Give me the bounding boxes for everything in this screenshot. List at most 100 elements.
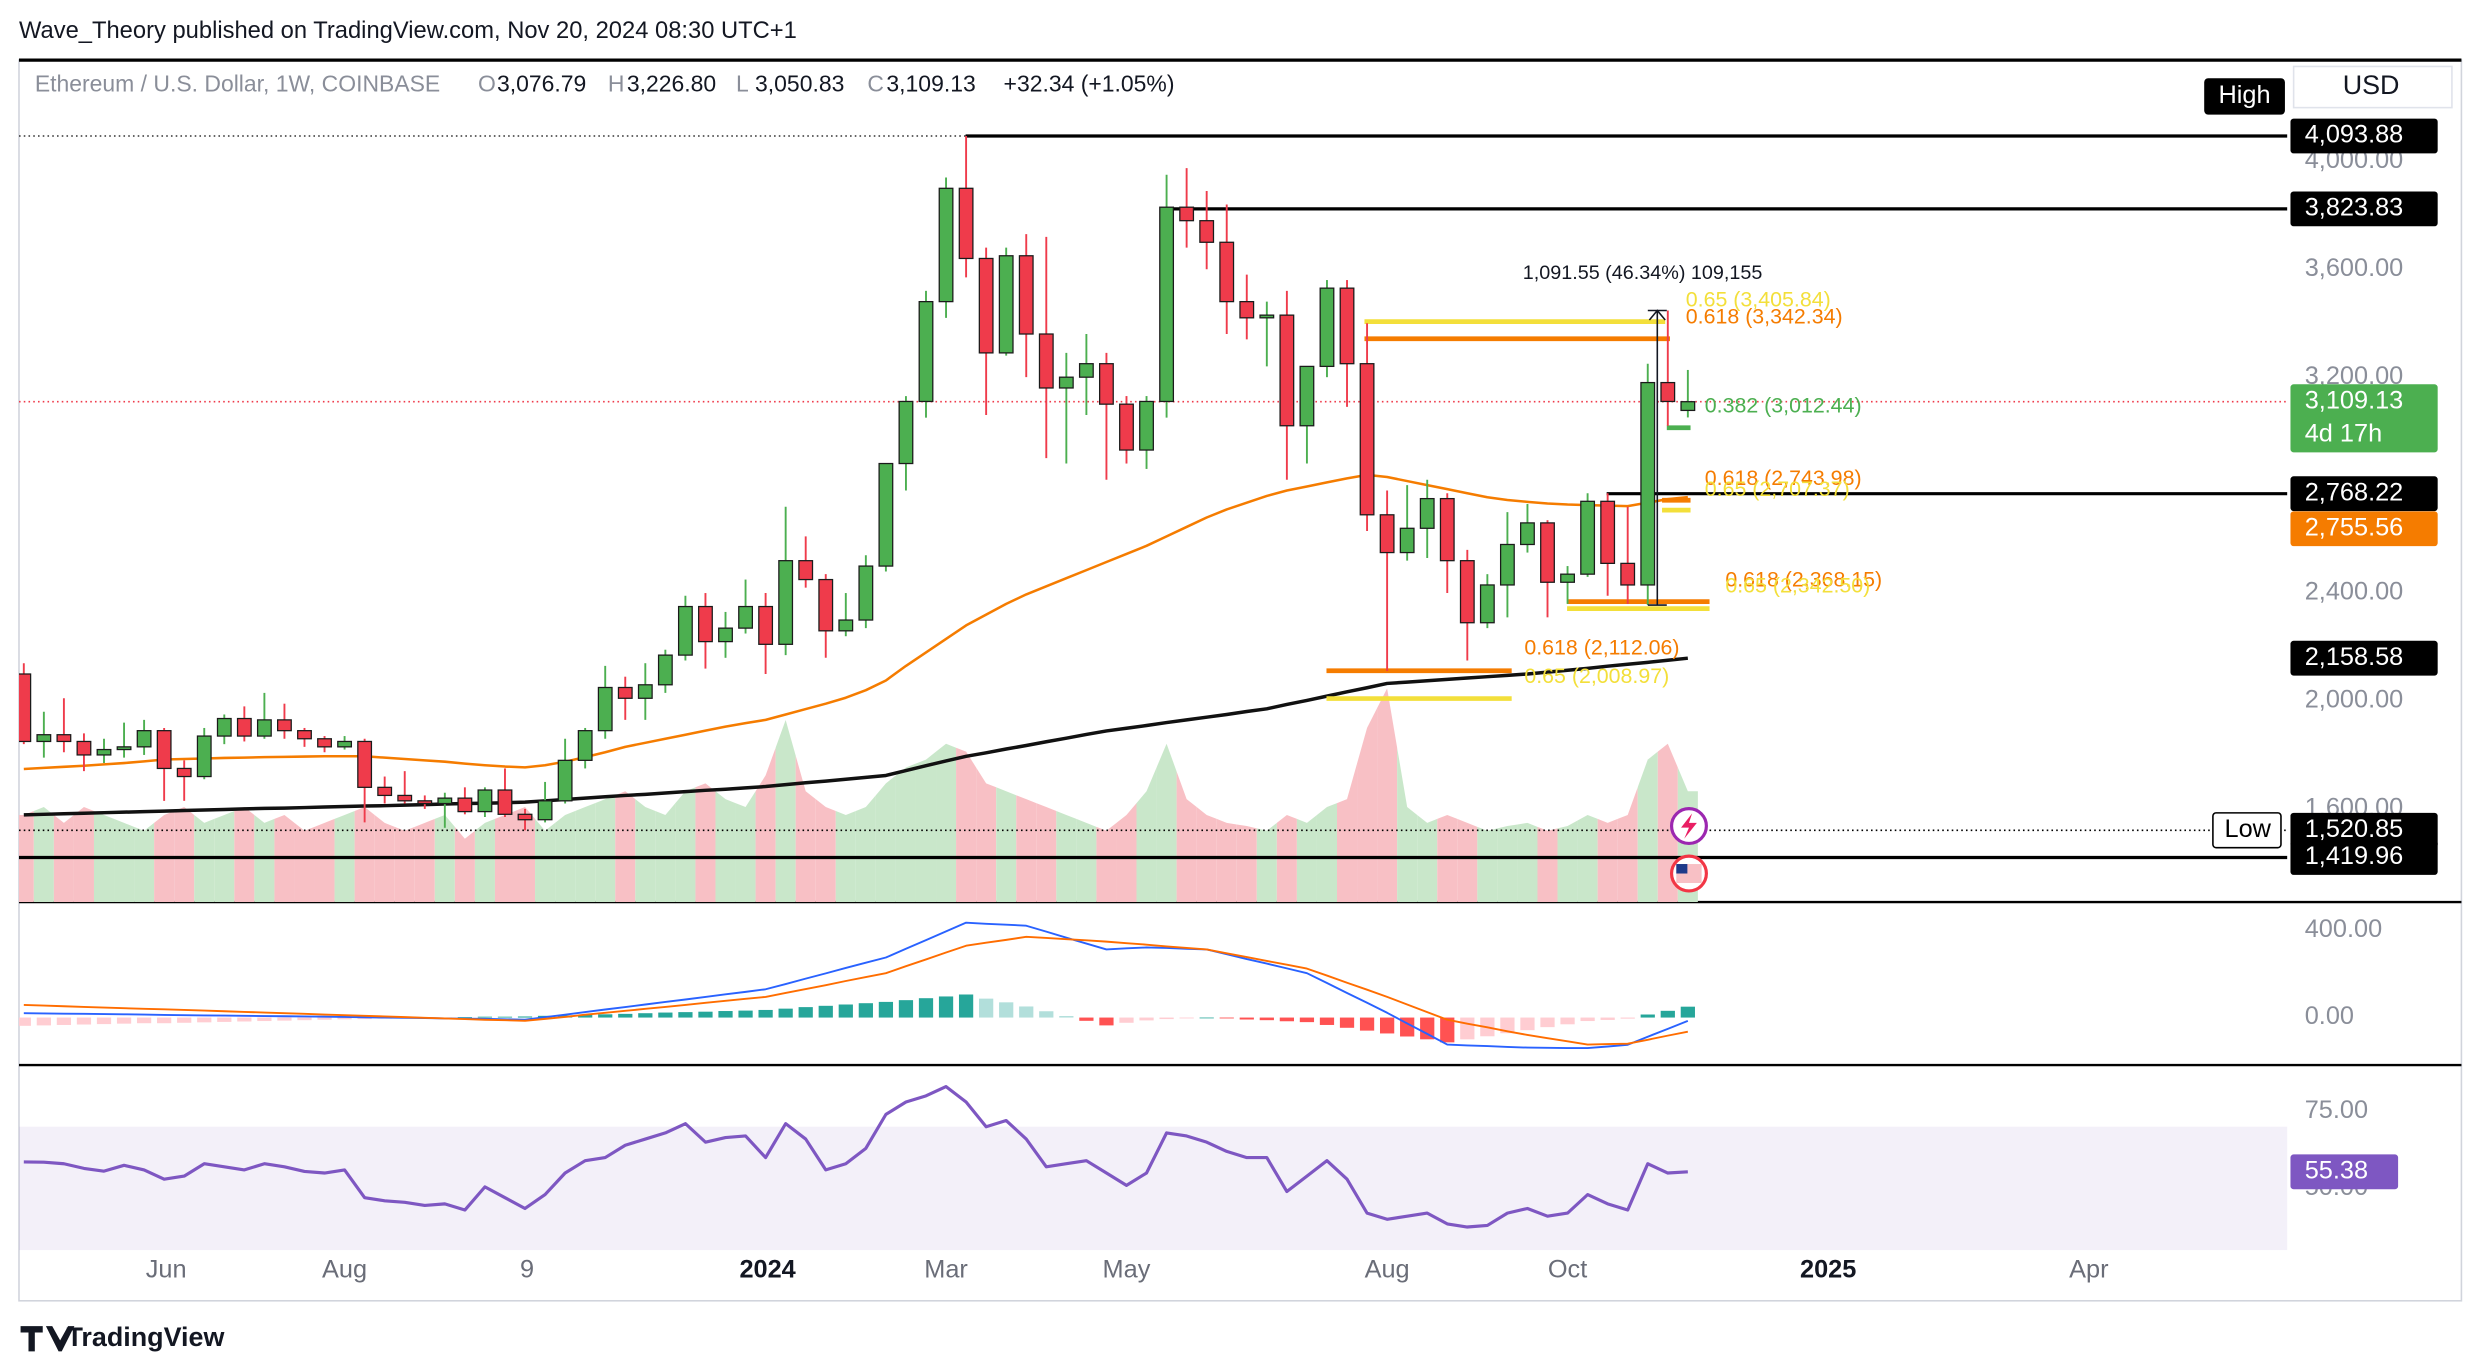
volume-area [1176, 771, 1197, 903]
macd-histogram-bar [297, 1017, 312, 1021]
volume-area [33, 807, 54, 903]
volume-area [1256, 822, 1277, 903]
tradingview-logo [20, 1326, 75, 1352]
footer-brand: TradingView [66, 1322, 224, 1352]
volume-area [915, 751, 937, 903]
macd-histogram-bar [1359, 1017, 1375, 1031]
volume-area [655, 803, 676, 903]
macd-histogram-bar [1620, 1017, 1635, 1019]
candle-body [1680, 401, 1696, 412]
level-price-box [2290, 476, 2438, 512]
volume-area [414, 818, 435, 903]
candle-body [36, 734, 52, 743]
ohlc-value: 3,076.79 [497, 71, 586, 97]
candle-body [1199, 220, 1215, 243]
volume-area [615, 791, 636, 903]
volume-area [815, 799, 836, 903]
volume-area [294, 822, 315, 903]
volume-area [1096, 822, 1117, 903]
publisher-line: Wave_Theory published on TradingView.com… [19, 18, 797, 44]
rsi-tick-label: 75.00 [2305, 1096, 2368, 1124]
macd-histogram-bar [217, 1017, 232, 1022]
macd-histogram-bar [1520, 1017, 1535, 1031]
volume-area [234, 807, 255, 903]
fib-label: 0.65 (2,342.50) [1725, 574, 1870, 598]
volume-area [1557, 820, 1578, 903]
macd-histogram-bar [878, 1001, 894, 1018]
macd-histogram-bar [1640, 1014, 1655, 1018]
candle-body [1359, 363, 1375, 516]
macd-histogram-bar [1580, 1017, 1595, 1022]
macd-histogram-bar [1239, 1017, 1254, 1020]
candle-body [1078, 363, 1094, 378]
level-price-label: 2,768.22 [2305, 478, 2404, 506]
candle-body [617, 686, 633, 699]
currency-button[interactable] [2292, 65, 2453, 109]
candle-body [417, 800, 433, 805]
x-tick-label: Aug [322, 1255, 367, 1283]
fib-label: 0.65 (3,405.84) [1686, 287, 1831, 311]
volume-area [795, 755, 816, 903]
candle-body [156, 730, 172, 770]
x-tick-label: 2025 [1800, 1255, 1856, 1283]
candle-body [1459, 560, 1475, 624]
candle-body [818, 578, 834, 632]
candle-body [637, 684, 653, 699]
candle-body [1499, 543, 1515, 586]
candle-body [918, 300, 934, 403]
volume-area [635, 799, 656, 903]
macd-histogram-bar [157, 1017, 172, 1024]
candle-body [176, 767, 192, 778]
candle-body [1640, 381, 1656, 586]
volume-area [595, 795, 616, 903]
rsi-line [23, 1085, 1688, 1229]
sma-price-box [2290, 640, 2438, 676]
candle-body [1098, 363, 1114, 405]
candle-body [56, 734, 72, 743]
overlay: Ethereum / U.S. Dollar, 1W, COINBASE O 3,0… [35, 71, 2438, 1283]
candle-body [1580, 500, 1596, 575]
macd-histogram-bar [317, 1017, 332, 1020]
volume-area [1517, 822, 1538, 903]
volume-area [454, 826, 475, 903]
ohlc-value: 3,226.80 [627, 71, 716, 97]
currency[interactable]: USD [2343, 70, 2400, 100]
candle-body [317, 738, 332, 748]
candle-body [1259, 314, 1275, 319]
macd-histogram-bar [1660, 1010, 1675, 1018]
macd-histogram-bar [1099, 1017, 1114, 1026]
volume-area [1316, 803, 1337, 903]
candle-body [1139, 400, 1154, 451]
volume-area [715, 791, 736, 903]
ohlc-key: H [608, 71, 625, 97]
candle-body [397, 794, 413, 802]
flag-icon-canton [1676, 864, 1688, 874]
volume-area [775, 720, 796, 903]
volume-area [1156, 743, 1177, 903]
volume-area [1136, 767, 1157, 903]
level-tag-box [2212, 812, 2282, 849]
candle-body [758, 605, 774, 645]
volume-area [474, 818, 495, 903]
volume-area [1457, 818, 1478, 903]
candle-body [1219, 241, 1235, 303]
level-price-label: 4,093.88 [2305, 121, 2404, 149]
candle-body [577, 730, 593, 761]
macd-histogram-bar [1600, 1017, 1615, 1020]
rsi-value-box [2290, 1154, 2399, 1190]
candle-body [96, 748, 112, 756]
volume-area [1216, 818, 1237, 903]
candle-body [778, 560, 794, 645]
volume-area [695, 783, 716, 903]
macd-histogram-bar [798, 1007, 813, 1018]
macd-histogram-bar [357, 1017, 372, 1020]
macd-histogram-bar [517, 1016, 533, 1018]
volume-area [1036, 803, 1057, 903]
price-pane [18, 134, 2288, 903]
sma-line [23, 656, 1689, 817]
x-tick-label: Apr [2069, 1255, 2109, 1283]
rsi-value-label: 55.38 [2305, 1157, 2368, 1185]
macd-histogram-bar [56, 1017, 72, 1025]
candle-body [1419, 497, 1435, 529]
